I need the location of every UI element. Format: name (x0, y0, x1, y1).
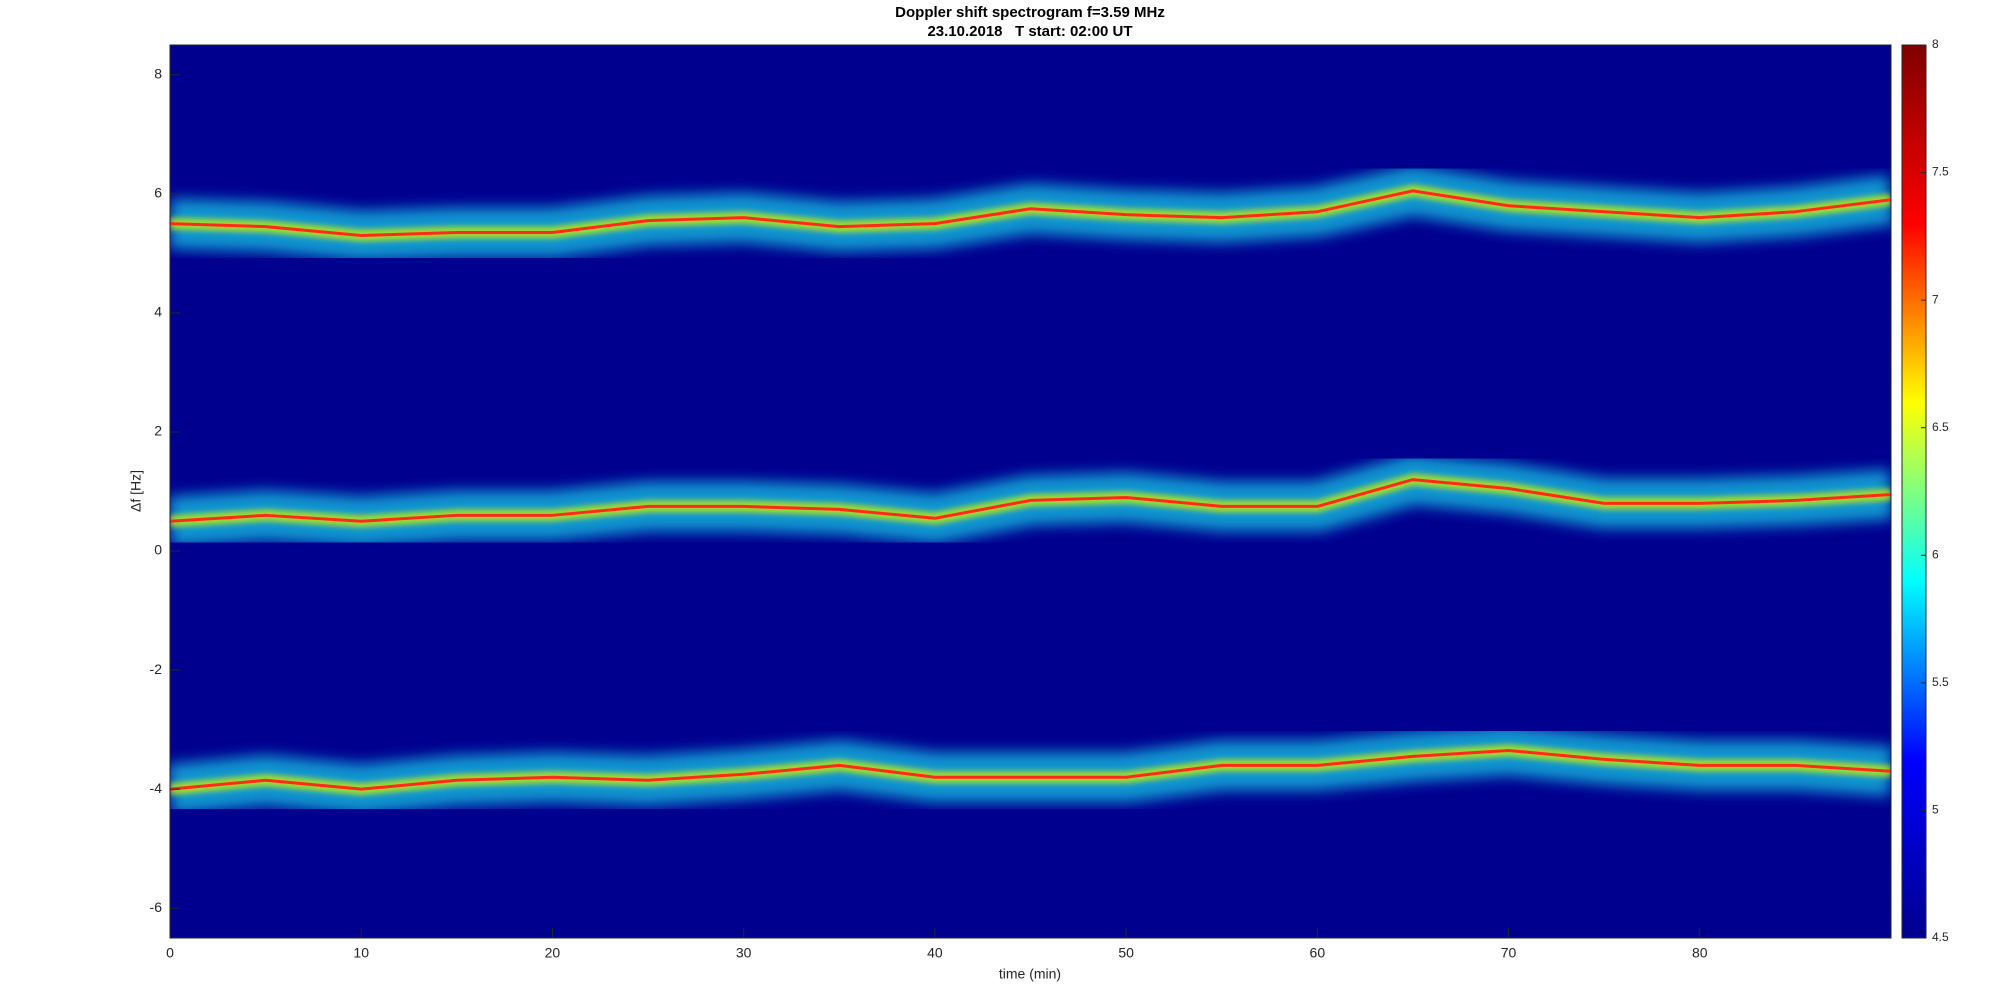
y-tick-label: 2 (154, 423, 162, 439)
y-tick-label: 6 (154, 185, 162, 201)
colorbar-tick-label: 6 (1932, 547, 1939, 561)
colorbar-tick-label: 7 (1932, 292, 1939, 306)
x-tick-label: 20 (545, 945, 561, 961)
x-tick-label: 40 (927, 945, 943, 961)
chart-title: Doppler shift spectrogram f=3.59 MHz (895, 4, 1165, 21)
colorbar-tick-label: 8 (1932, 37, 1939, 51)
x-axis-label: time (min) (999, 966, 1061, 982)
trace-line (170, 478, 1891, 523)
colorbar-tick-label: 5 (1932, 803, 1939, 817)
x-tick-label: 30 (736, 945, 752, 961)
y-tick-label: -4 (150, 780, 163, 796)
trace-line (170, 189, 1891, 238)
x-tick-label: 60 (1310, 945, 1326, 961)
plot-frame (169, 44, 1892, 939)
y-tick-label: 4 (154, 304, 162, 320)
y-tick-label: -6 (150, 899, 163, 915)
colorbar-tick-label: 5.5 (1932, 675, 1949, 689)
colorbar-tick-label: 7.5 (1932, 165, 1949, 179)
traces (170, 165, 1891, 815)
trace-line (170, 748, 1891, 791)
chart-subtitle: 23.10.2018 T start: 02:00 UT (927, 23, 1132, 40)
colorbar-tick-label: 6.5 (1932, 420, 1949, 434)
colorbar-tick-label: 4.5 (1932, 930, 1949, 944)
y-axis-label: Δf [Hz] (128, 470, 144, 512)
y-tick-label: 8 (154, 65, 162, 81)
x-tick-label: 10 (353, 945, 369, 961)
y-tick-label: 0 (154, 542, 162, 558)
x-tick-label: 70 (1501, 945, 1517, 961)
y-tick-label: -2 (150, 661, 163, 677)
x-tick-label: 80 (1692, 945, 1708, 961)
x-tick-label: 0 (166, 945, 174, 961)
colorbar (1901, 44, 1927, 939)
x-tick-label: 50 (1118, 945, 1134, 961)
